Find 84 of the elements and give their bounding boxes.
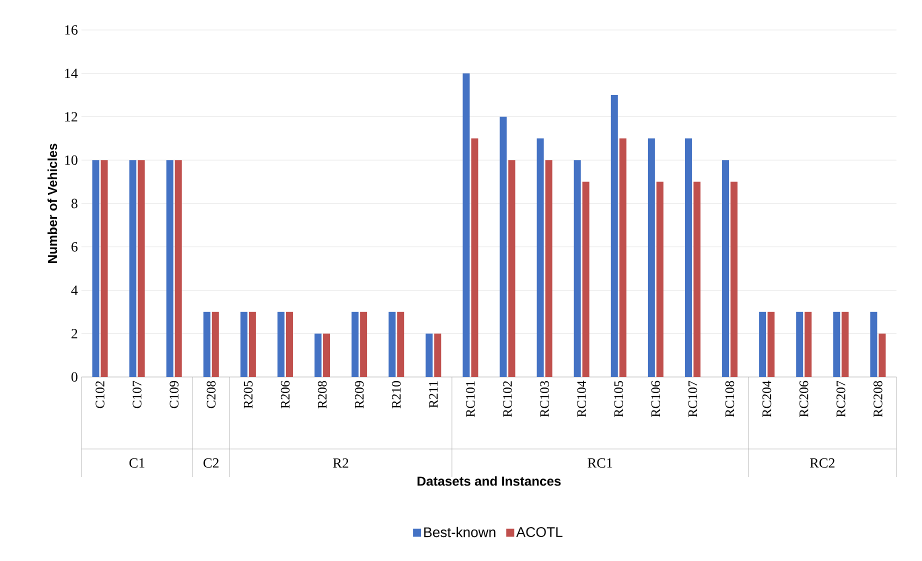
bar: [248, 312, 256, 377]
bar: [842, 312, 849, 377]
bar: [759, 312, 766, 377]
x-tick-label: R211: [429, 381, 438, 408]
bar: [656, 182, 664, 377]
x-tick-label: RC204: [762, 380, 772, 417]
y-tick-label: 14: [65, 68, 78, 78]
x-tick-label: C208: [206, 381, 216, 408]
text: R2: [333, 458, 348, 468]
bar: [500, 116, 507, 377]
bar: [174, 160, 182, 377]
x-tick-label: C109: [170, 381, 178, 408]
bar: [203, 312, 210, 377]
x-tick-label: RC108: [725, 381, 734, 417]
legend-label: Best-known: [424, 526, 496, 538]
x-tick-label: RC207: [836, 380, 846, 417]
bar: [610, 95, 618, 377]
y-tick-label: 12: [65, 112, 78, 122]
y-tick-label: 16: [65, 25, 78, 35]
bar: [323, 334, 330, 377]
y-tick-label: 2: [72, 328, 78, 338]
x-tick-label: R206: [280, 380, 290, 408]
bar: [833, 312, 840, 377]
bar: [240, 312, 248, 377]
bar: [166, 160, 174, 377]
bar: [582, 182, 590, 377]
bar: [286, 312, 293, 377]
x-tick-label: C102: [96, 381, 104, 408]
bar: [397, 312, 404, 377]
x-tick-label: R210: [392, 381, 401, 408]
bar: [212, 312, 219, 377]
x-tick-label: RC106: [651, 380, 660, 417]
bar: [129, 160, 136, 377]
y-tick-label: 8: [71, 198, 78, 208]
bar: [138, 160, 145, 377]
bar: [277, 312, 284, 377]
x-tick-label: RC101: [466, 381, 475, 417]
bar: [352, 312, 359, 377]
bar: [796, 312, 804, 377]
x-tick-label: RC206: [799, 380, 808, 417]
x-tick-label: R209: [354, 381, 364, 408]
text: C2: [204, 458, 219, 468]
x-tick-label: RC102: [503, 381, 512, 417]
bar: [426, 334, 433, 377]
legend-label: ACOTL: [516, 527, 562, 538]
bar: [100, 160, 108, 377]
bar: [545, 160, 552, 377]
y-axis-title: Number of Vehicles: [48, 144, 58, 263]
x-tick-label: R208: [318, 381, 327, 408]
x-tick-label: R205: [244, 381, 253, 408]
bar: [693, 182, 700, 377]
bar: [730, 182, 738, 377]
bar: [648, 138, 655, 377]
bar: [536, 138, 544, 377]
bar: [508, 160, 516, 377]
bar: [471, 138, 478, 377]
x-tick-label: RC103: [540, 381, 549, 417]
bar: [574, 160, 581, 377]
y-tick-label: 0: [71, 372, 78, 382]
x-tick-label: RC105: [614, 381, 624, 417]
bar: [462, 73, 470, 377]
bar: [768, 312, 775, 377]
x-tick-label: C107: [132, 380, 142, 408]
bar: [722, 160, 730, 377]
y-tick-label: 4: [71, 286, 78, 295]
bar: [92, 160, 100, 377]
x-tick-label: RC104: [577, 380, 586, 417]
text: C1: [129, 458, 144, 468]
bar: [870, 312, 878, 377]
bar: [878, 334, 886, 377]
x-axis-title: Datasets and Instances: [418, 476, 561, 486]
x-tick-label: RC107: [688, 380, 698, 417]
bar: [360, 312, 368, 377]
y-tick-label: 6: [72, 242, 78, 252]
bar: [804, 312, 812, 377]
bar: [314, 334, 322, 377]
bar: [388, 312, 396, 377]
text: RC1: [588, 458, 612, 468]
bar: [434, 334, 442, 377]
text: RC2: [810, 458, 834, 468]
bar: [619, 138, 626, 377]
x-tick-label: RC208: [874, 381, 882, 417]
y-tick-label: 10: [65, 155, 78, 165]
bar: [684, 138, 692, 377]
